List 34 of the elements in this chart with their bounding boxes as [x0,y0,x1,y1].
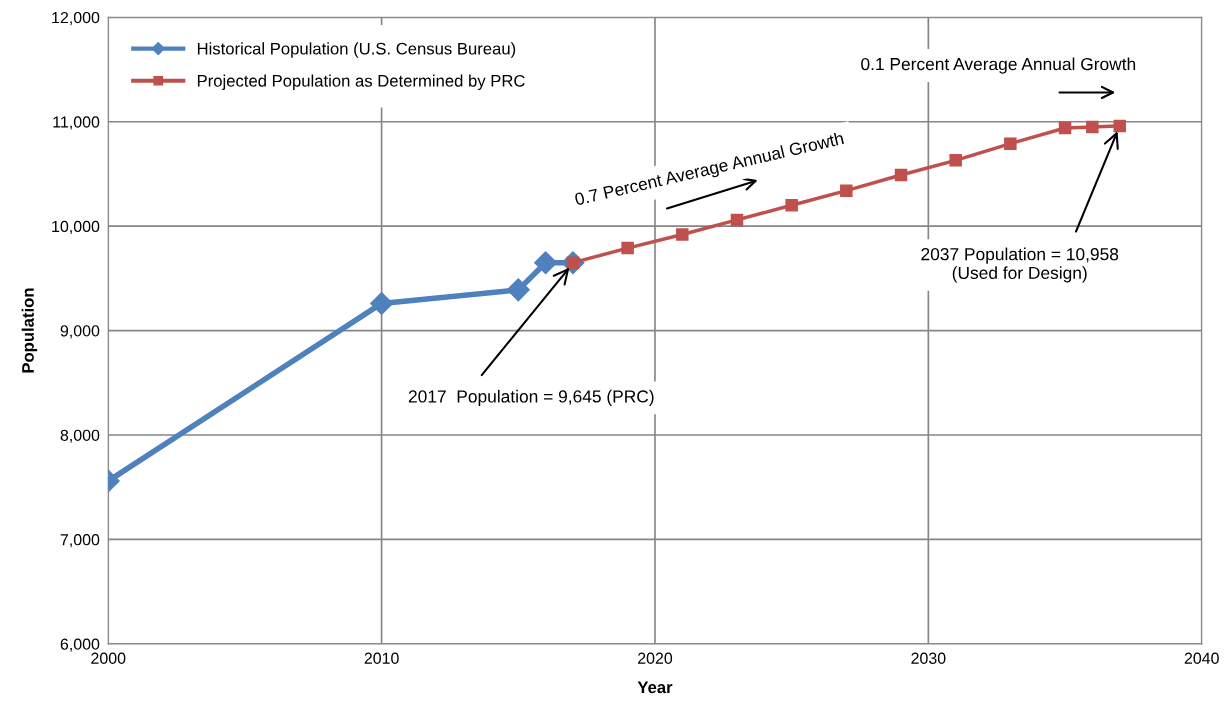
x-tick-label: 2040 [1184,652,1219,664]
point [370,291,394,315]
x-axis-title: Year [637,681,673,694]
legend-label: Projected Population as Determined by PRC [197,74,525,91]
point [894,168,908,182]
x-tick-label: 2020 [638,652,673,664]
y-tick-label: 8,000 [60,429,100,443]
point [730,213,744,227]
point [621,241,634,255]
point [676,228,689,241]
y-tick-label: 7,000 [60,534,100,548]
point [1086,120,1099,134]
point [534,251,558,275]
y-tick-label: 6,000 [60,638,100,652]
annotation: 0.7 Percent Average Annual Growth [574,131,845,209]
annotation: 0.1 Percent Average Annual Growth [861,57,1136,74]
y-tick-label: 9,000 [60,325,100,339]
legend-label: Historical Population (U.S. Census Bureau) [197,42,516,58]
point [949,154,962,167]
y-tick-label: 12,000 [52,11,100,26]
annotation: 2037 Population = 10,958 (Used for Design) [921,247,1119,283]
y-tick-label: 10,000 [52,220,100,234]
point [1058,121,1072,135]
point [506,278,530,302]
point [840,184,853,197]
point [785,199,798,212]
point [1113,119,1126,133]
y-tick-label: 11,000 [53,116,100,130]
x-tick-label: 2010 [364,652,399,664]
x-tick-label: 2000 [91,652,126,664]
annotation: 2017 Population = 9,645 (PRC) [408,389,654,407]
point [1004,137,1017,150]
x-tick-label: 2030 [911,652,946,664]
y-axis-title: Population [21,288,38,373]
